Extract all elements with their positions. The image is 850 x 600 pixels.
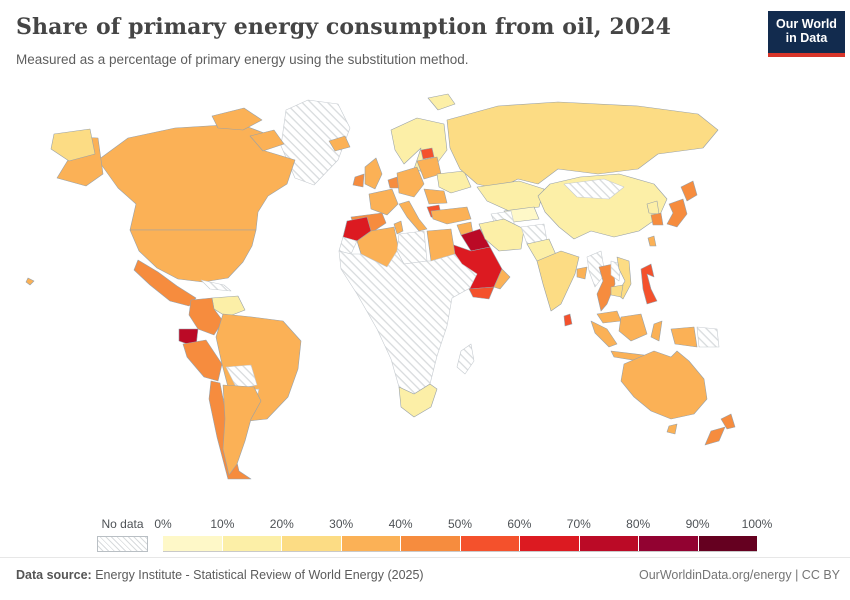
country-yemen[interactable] [468,286,495,300]
country-canada[interactable] [97,123,296,231]
country-mexico[interactable] [133,259,197,307]
legend-tick-80%: 80% [626,517,651,531]
country-usa-hawaii[interactable] [25,277,35,286]
legend-tick-30%: 30% [329,517,354,531]
legend-bin-50-60%[interactable] [460,536,520,551]
country-turkey[interactable] [430,206,472,225]
country-taiwan[interactable] [647,235,657,247]
region-sub-saharan-africa[interactable] [338,250,478,395]
legend-colorbar [163,536,757,552]
country-tunisia[interactable] [393,220,404,235]
country-oman[interactable] [493,268,511,290]
country-malaysia[interactable] [596,310,622,324]
data-source-note: Data source: Energy Institute - Statisti… [16,568,424,582]
legend-tick-70%: 70% [566,517,591,531]
country-kazakhstan[interactable] [476,180,545,212]
legend-tick-60%: 60% [507,517,532,531]
country-france[interactable] [368,188,399,216]
owid-logo-accent-bar [768,52,845,57]
legend-bin-70-80%[interactable] [579,536,639,551]
legend-bin-10-20%[interactable] [222,536,282,551]
country-indonesia-sumatra[interactable] [590,320,618,348]
country-greenland[interactable] [280,99,351,186]
legend-bin-60-70%[interactable] [520,536,580,551]
page-title: Share of primary energy consumption from… [16,14,672,40]
country-uk[interactable] [364,157,383,190]
country-russia[interactable] [446,101,719,190]
country-peru[interactable] [182,339,223,382]
legend-tick-10%: 10% [210,517,235,531]
country-chile[interactable] [208,380,252,480]
country-australia[interactable] [620,350,708,420]
country-bolivia[interactable] [225,364,258,390]
country-indonesia-borneo[interactable] [618,313,648,342]
country-usa[interactable] [129,229,257,283]
legend-bin-80-90%[interactable] [639,536,699,551]
legend-no-data-swatch[interactable] [97,536,148,552]
data-source-label: Data source: [16,568,92,582]
country-cambodia[interactable] [610,284,624,298]
country-australia-tasmania[interactable] [666,423,678,435]
country-indonesia-papua[interactable] [670,326,698,348]
country-lithuania[interactable] [420,147,435,160]
country-cuba[interactable] [200,279,232,292]
footer-attribution-link[interactable]: OurWorldinData.org/energy | CC BY [638,568,840,582]
country-myanmar[interactable] [586,250,606,288]
country-svalbard[interactable] [427,93,456,111]
world-choropleth-map [25,93,736,480]
country-new-zealand-south[interactable] [704,426,726,446]
legend-bin-30-40%[interactable] [341,536,401,551]
country-iran[interactable] [478,218,525,252]
footer: Data source: Energy Institute - Statisti… [16,568,840,582]
legend-bin-40-50%[interactable] [401,536,461,551]
legend-bin-20-30%[interactable] [282,536,342,551]
footer-divider [0,557,850,558]
country-papua-new-guinea[interactable] [696,326,720,348]
legend-tick-20%: 20% [269,517,294,531]
country-madagascar[interactable] [456,343,475,375]
legend-tick-50%: 50% [447,517,473,531]
legend-no-data-label: No data [101,517,144,531]
legend-bin-90-100%[interactable] [698,536,757,551]
legend-tick-0%: 0% [154,517,172,531]
page-subtitle: Measured as a percentage of primary ener… [16,52,469,67]
country-indonesia-sulawesi[interactable] [650,320,663,342]
country-south-korea[interactable] [650,212,664,226]
country-new-zealand-north[interactable] [720,413,736,430]
country-india[interactable] [536,250,580,312]
country-bangladesh[interactable] [576,266,588,280]
country-japan-north[interactable] [680,180,698,202]
country-argentina[interactable] [222,384,262,476]
legend-tick-100%: 100% [741,517,773,531]
country-iceland[interactable] [328,135,351,152]
owid-logo[interactable]: Our World in Data [768,11,845,57]
country-russia-chukotka[interactable] [50,128,96,162]
country-canada-arctic-1[interactable] [211,107,263,131]
country-south-africa[interactable] [398,383,438,418]
country-japan-main[interactable] [666,198,688,228]
country-mongolia[interactable] [563,178,625,200]
legend-tick-90%: 90% [685,517,710,531]
country-ireland[interactable] [352,173,365,188]
country-ukraine[interactable] [436,170,472,194]
country-central-europe[interactable] [396,166,425,198]
owid-logo-text: Our World in Data [768,11,845,53]
country-sri-lanka[interactable] [563,313,573,327]
country-philippines[interactable] [640,263,658,305]
legend-bin-0-10%[interactable] [163,536,223,551]
legend-tick-labels: 0% 10% 20% 30% 40% 50% 60% 70% 80% 90% 100% [154,517,772,531]
legend-tick-40%: 40% [388,517,413,531]
country-balkans[interactable] [423,188,448,205]
country-canada-arctic-2[interactable] [249,129,285,152]
country-italy[interactable] [398,200,428,232]
